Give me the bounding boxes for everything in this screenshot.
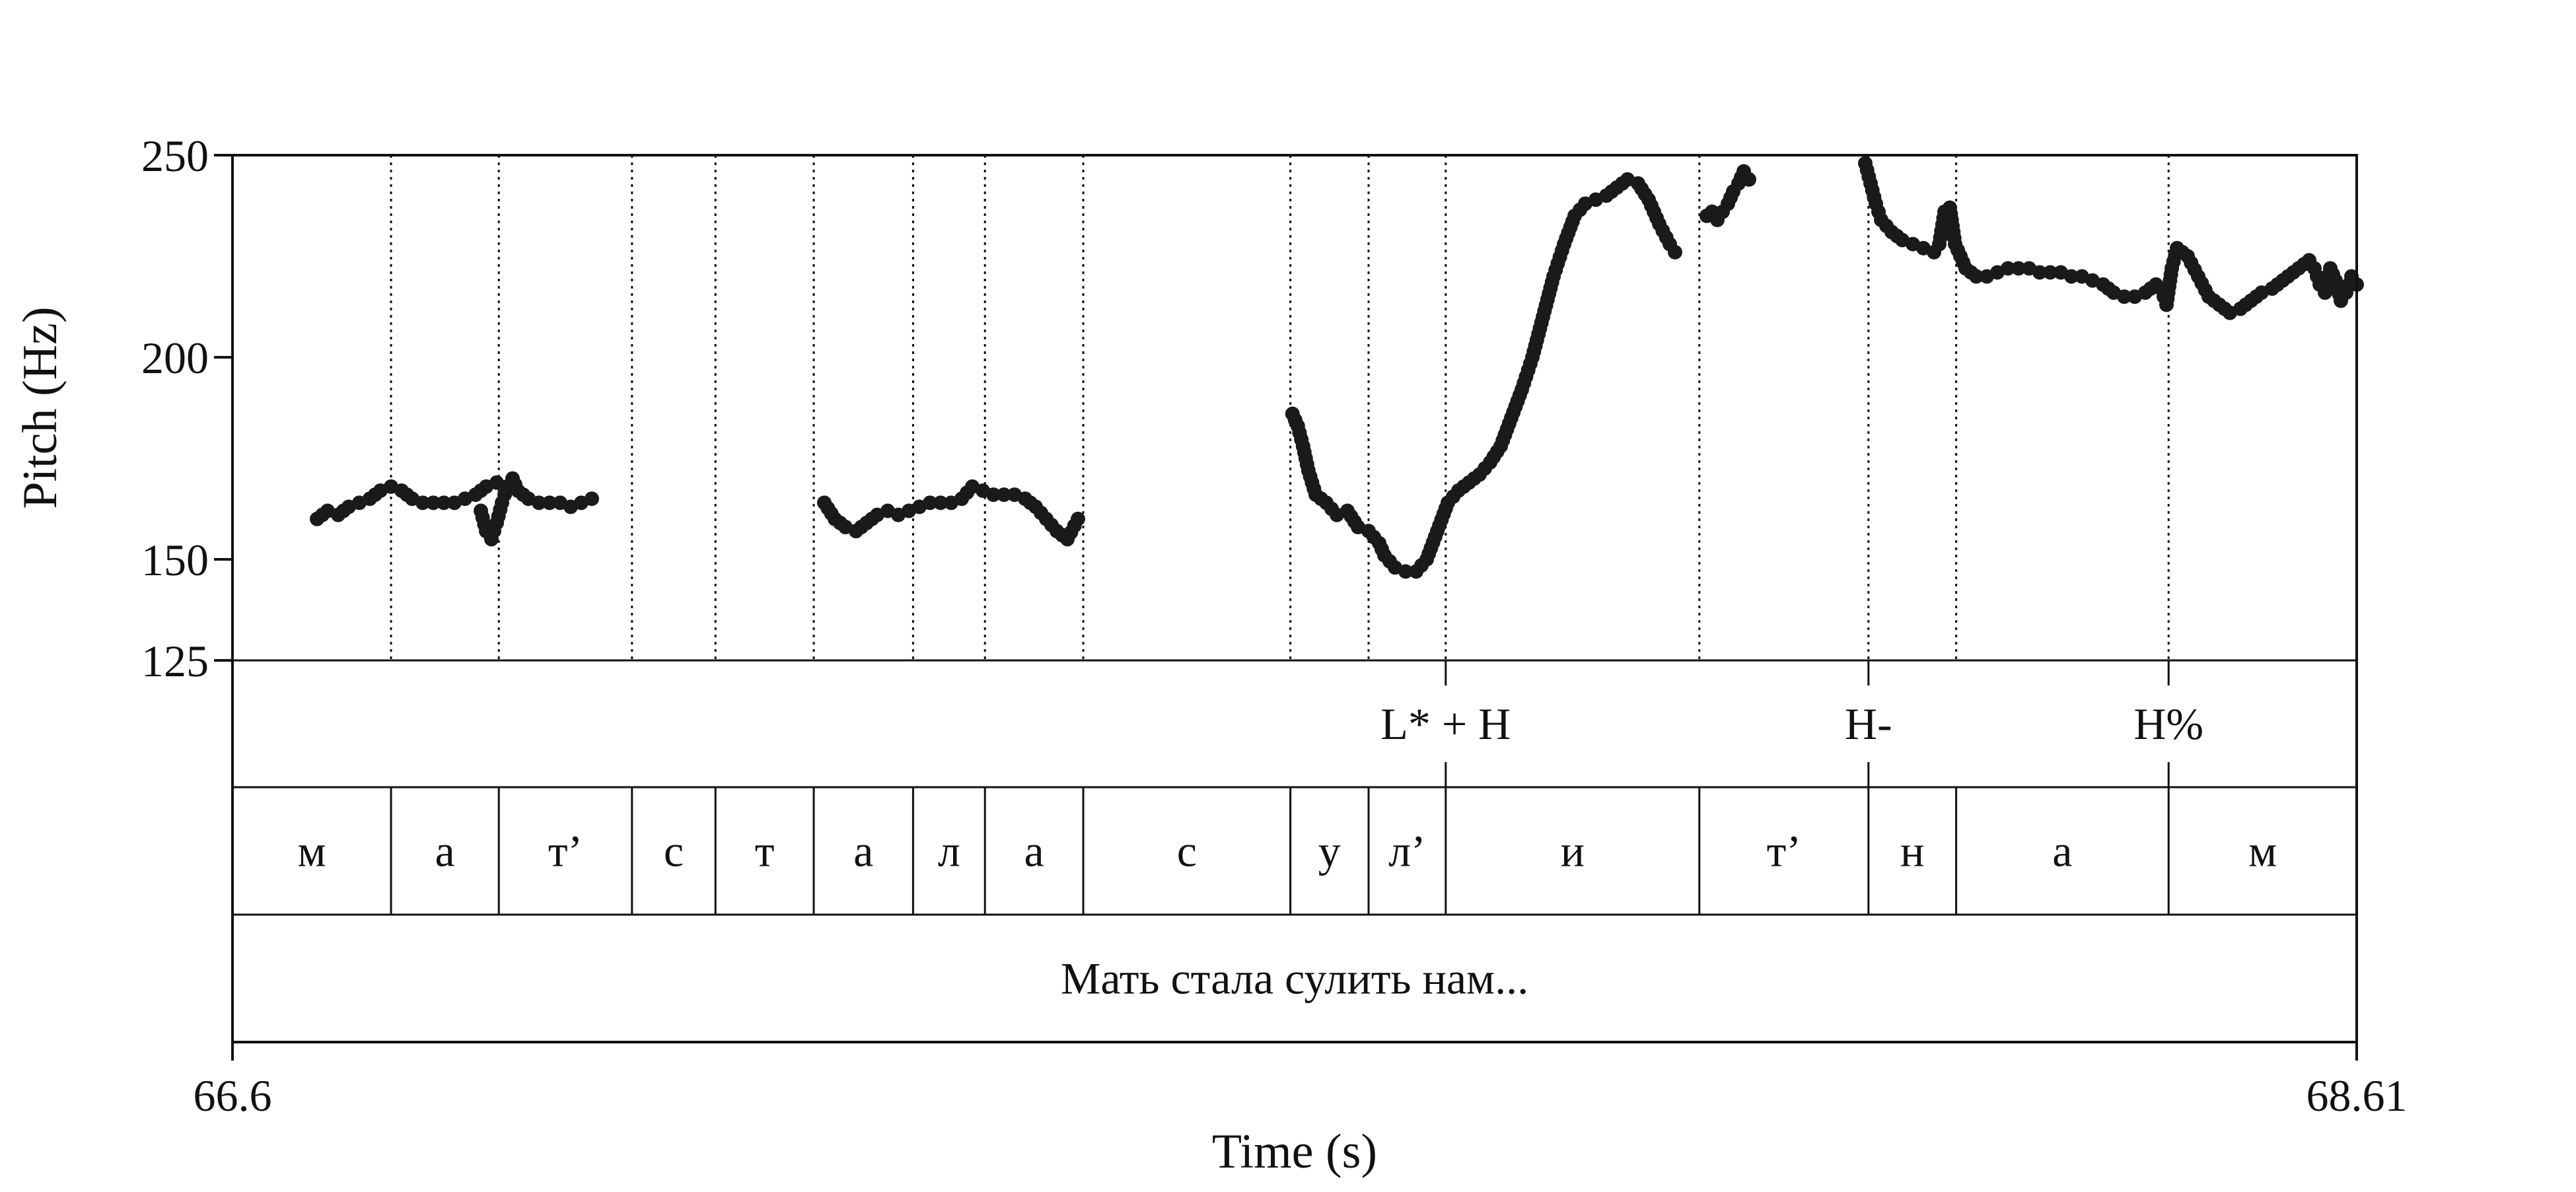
segment-label: а	[435, 826, 455, 876]
segment-label: т’	[548, 826, 583, 876]
segment-label: н	[1900, 826, 1924, 876]
segment-tier: м а т’ с т а л а с у л’ и т’ н а м	[297, 787, 2277, 915]
tone-tier: L* + H H- H%	[1380, 660, 2203, 787]
pitch-point	[2032, 265, 2047, 280]
sentence-tier: Мать стала сулить нам...	[1061, 954, 1528, 1004]
pitch-point	[1071, 511, 1085, 526]
segment-label: у	[1318, 826, 1341, 876]
pitch-point	[997, 487, 1011, 503]
segment-label: м	[297, 826, 326, 876]
segment-label: л’	[1388, 826, 1426, 876]
pitch-points	[310, 156, 2364, 579]
pitch-point	[1969, 269, 1984, 284]
segment-label: а	[853, 826, 873, 876]
segment-label: а	[1024, 826, 1044, 876]
pitch-point	[2117, 289, 2131, 304]
tone-label: L* + H	[1380, 699, 1511, 749]
segment-label: т	[755, 826, 775, 876]
x-axis-label: Time (s)	[1212, 1125, 1377, 1179]
pitch-point	[986, 487, 1001, 503]
axes: 250 200 150 125 66.6 68.61 Time (s) Pitch (Hz)	[13, 131, 2408, 1179]
segment-label: л	[938, 826, 960, 876]
segment-label: т’	[1767, 826, 1801, 876]
pitch-point	[585, 491, 599, 507]
pitch-point	[2043, 265, 2057, 280]
pitch-point	[1668, 244, 1682, 260]
tone-label: H%	[2133, 699, 2203, 749]
segment-label: м	[2248, 826, 2277, 876]
segment-label: а	[2052, 826, 2072, 876]
pitch-point	[1398, 564, 1413, 579]
pitch-point	[426, 495, 441, 510]
y-axis-label: Pitch (Hz)	[13, 306, 67, 508]
y-tick-label: 150	[141, 535, 209, 585]
y-tick-label: 250	[141, 131, 209, 181]
tier-frames	[231, 154, 2358, 1043]
pitch-point	[1742, 172, 1756, 187]
pitch-point	[2011, 261, 2026, 276]
pitch-point	[923, 495, 937, 510]
y-tick-label: 125	[141, 636, 209, 686]
pitch-point	[542, 495, 557, 510]
pitch-point	[2001, 261, 2015, 276]
sentence-label: Мать стала сулить нам...	[1061, 954, 1528, 1004]
pitch-point	[415, 495, 430, 510]
segment-label: с	[1177, 826, 1197, 876]
outer-frame	[231, 154, 2358, 1043]
pitch-point	[532, 495, 546, 510]
y-tick-label: 200	[141, 333, 209, 383]
pitch-point	[933, 495, 948, 510]
segment-label: и	[1561, 826, 1585, 876]
x-tick-label: 66.6	[194, 1070, 272, 1121]
pitch-point	[437, 495, 451, 510]
segment-label: с	[664, 826, 684, 876]
tone-label: H-	[1845, 699, 1892, 749]
pitch-point	[2064, 269, 2079, 284]
x-tick-label: 68.61	[2307, 1070, 2408, 1121]
